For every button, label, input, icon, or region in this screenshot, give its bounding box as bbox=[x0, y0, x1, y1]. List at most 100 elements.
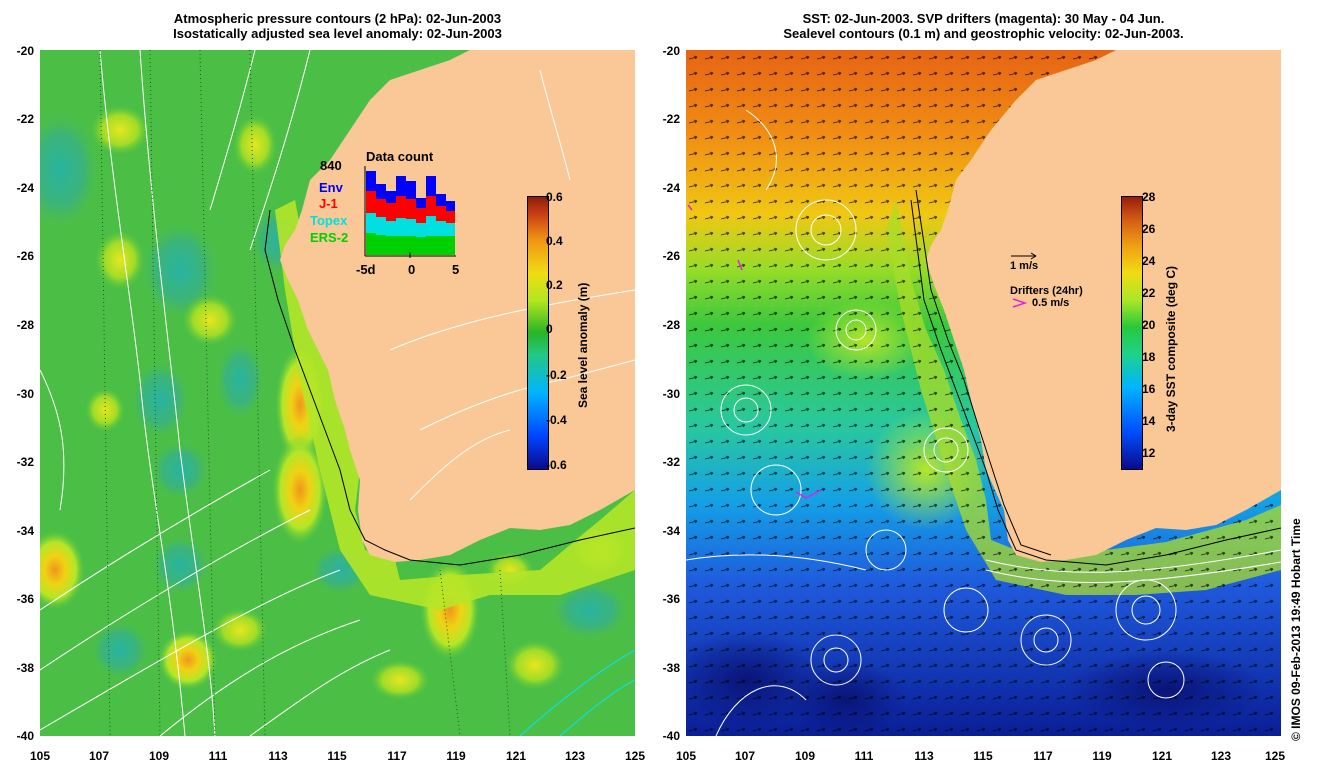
hist-axis-label: 5 bbox=[452, 262, 460, 277]
left-x-tick: 117 bbox=[387, 749, 407, 763]
sst-svg bbox=[686, 50, 1281, 736]
sst-colorbar-title: 3-day SST composite (deg C) bbox=[1164, 265, 1178, 432]
right-title-line2: Sealevel contours (0.1 m) and geostrophi… bbox=[783, 26, 1184, 41]
left-x-tick: 113 bbox=[268, 749, 288, 763]
left-y-tick: -20 bbox=[16, 44, 34, 58]
left-y-tick: -24 bbox=[16, 181, 34, 195]
hist-bar bbox=[396, 176, 406, 255]
drifters-label: Drifters (24hr) bbox=[1010, 285, 1083, 297]
sst-colorbar bbox=[1121, 196, 1143, 470]
legend-topex: Topex bbox=[310, 213, 348, 228]
cbar-tick: -0.6 bbox=[546, 458, 567, 472]
hist-bar bbox=[366, 171, 376, 255]
cbar-tick: 20 bbox=[1142, 318, 1156, 332]
data-count-histogram bbox=[364, 166, 456, 258]
hist-bar bbox=[436, 194, 446, 255]
hist-bar bbox=[416, 198, 426, 255]
cbar-tick: 0 bbox=[546, 322, 553, 336]
sea-level-colorbar bbox=[527, 196, 549, 470]
right-y-tick: -30 bbox=[662, 387, 680, 401]
legend-j1: J-1 bbox=[319, 196, 338, 211]
cbar-tick: 14 bbox=[1142, 414, 1156, 428]
right-x-tick: 115 bbox=[973, 749, 993, 763]
left-x-tick: 109 bbox=[148, 749, 170, 763]
right-x-tick: 109 bbox=[794, 749, 816, 763]
cbar-tick: 0.2 bbox=[546, 278, 563, 292]
cbar-tick: 12 bbox=[1142, 446, 1156, 460]
right-y-tick: -26 bbox=[662, 249, 680, 263]
legend-ers2: ERS-2 bbox=[310, 230, 349, 245]
sea-level-contours bbox=[686, 109, 1281, 736]
data-count-title: Data count bbox=[366, 149, 434, 164]
left-y-tick: -22 bbox=[16, 112, 34, 126]
right-map-title: SST: 02-Jun-2003. SVP drifters (magenta)… bbox=[686, 11, 1281, 41]
drifter-scale-icon bbox=[1012, 298, 1028, 308]
cbar-tick: 22 bbox=[1142, 286, 1156, 300]
cbar-tick: 24 bbox=[1142, 254, 1156, 268]
left-y-tick: -30 bbox=[16, 387, 34, 401]
right-y-tick: -22 bbox=[662, 112, 680, 126]
right-x-tick: 121 bbox=[1151, 749, 1173, 763]
right-x-tick: 105 bbox=[675, 749, 697, 763]
left-x-tick: 107 bbox=[88, 749, 110, 763]
hist-bar bbox=[376, 184, 386, 255]
sst-map bbox=[686, 50, 1281, 736]
left-x-tick: 111 bbox=[208, 749, 228, 763]
right-x-tick: 119 bbox=[1092, 749, 1112, 763]
left-y-tick: -32 bbox=[16, 455, 34, 469]
left-title-line1: Atmospheric pressure contours (2 hPa): 0… bbox=[173, 11, 502, 26]
data-count-max: 840 bbox=[320, 158, 342, 173]
histogram-bars bbox=[366, 171, 455, 255]
right-x-tick: 125 bbox=[1264, 749, 1286, 763]
right-y-tick: -40 bbox=[662, 729, 680, 743]
right-x-tick: 113 bbox=[914, 749, 934, 763]
sea-level-colorbar-title: Sea level anomaly (m) bbox=[576, 282, 590, 408]
australia-landmass bbox=[926, 50, 1281, 562]
velocity-scale-label: 1 m/s bbox=[1010, 260, 1039, 272]
cbar-tick: 28 bbox=[1142, 190, 1156, 204]
drifter-tracks bbox=[687, 204, 822, 499]
cbar-tick: 16 bbox=[1142, 382, 1156, 396]
cbar-tick: 0.6 bbox=[546, 190, 563, 204]
pressure-contours-cyan bbox=[519, 649, 635, 736]
left-x-tick: 125 bbox=[624, 749, 646, 763]
legend-env: Env bbox=[319, 180, 343, 195]
right-y-tick: -32 bbox=[662, 455, 680, 469]
left-map-title: Atmospheric pressure contours (2 hPa): 0… bbox=[40, 11, 635, 41]
right-x-tick: 117 bbox=[1033, 749, 1053, 763]
right-x-tick: 107 bbox=[734, 749, 756, 763]
left-y-tick: -26 bbox=[16, 249, 34, 263]
hist-bar bbox=[406, 181, 416, 255]
velocity-scale-arrow bbox=[1011, 252, 1037, 260]
right-y-tick: -34 bbox=[662, 524, 680, 538]
cbar-tick: 18 bbox=[1142, 350, 1156, 364]
right-y-tick: -36 bbox=[662, 592, 680, 606]
left-x-tick: 105 bbox=[29, 749, 51, 763]
right-x-tick: 111 bbox=[854, 749, 874, 763]
current-streamlines bbox=[910, 189, 1281, 566]
left-title-line2: Isostatically adjusted sea level anomaly… bbox=[173, 26, 502, 41]
left-y-tick: -40 bbox=[16, 729, 34, 743]
hist-bar bbox=[446, 201, 455, 255]
cbar-tick: -0.4 bbox=[546, 413, 567, 427]
left-y-tick: -38 bbox=[16, 661, 34, 675]
right-y-tick: -28 bbox=[662, 318, 680, 332]
left-y-tick: -34 bbox=[16, 524, 34, 538]
left-y-tick: -36 bbox=[16, 592, 34, 606]
cbar-tick: 0.4 bbox=[546, 234, 563, 248]
cbar-tick: -0.2 bbox=[546, 368, 567, 382]
cbar-tick: 26 bbox=[1142, 222, 1156, 236]
hist-bar bbox=[386, 191, 396, 255]
anomaly-features bbox=[40, 105, 630, 700]
imos-credit: © IMOS 09-Feb-2013 19:49 Hobart Time bbox=[1289, 518, 1303, 741]
pressure-contours bbox=[40, 50, 635, 736]
left-x-tick: 115 bbox=[327, 749, 347, 763]
hist-bar bbox=[426, 176, 436, 255]
drifter-scale-label: 0.5 m/s bbox=[1032, 297, 1070, 309]
hist-axis-label: -5d bbox=[356, 262, 376, 277]
left-y-tick: -28 bbox=[16, 318, 34, 332]
left-x-tick: 121 bbox=[505, 749, 527, 763]
left-x-tick: 119 bbox=[446, 749, 466, 763]
right-title-line1: SST: 02-Jun-2003. SVP drifters (magenta)… bbox=[802, 11, 1165, 26]
right-y-tick: -38 bbox=[662, 661, 680, 675]
